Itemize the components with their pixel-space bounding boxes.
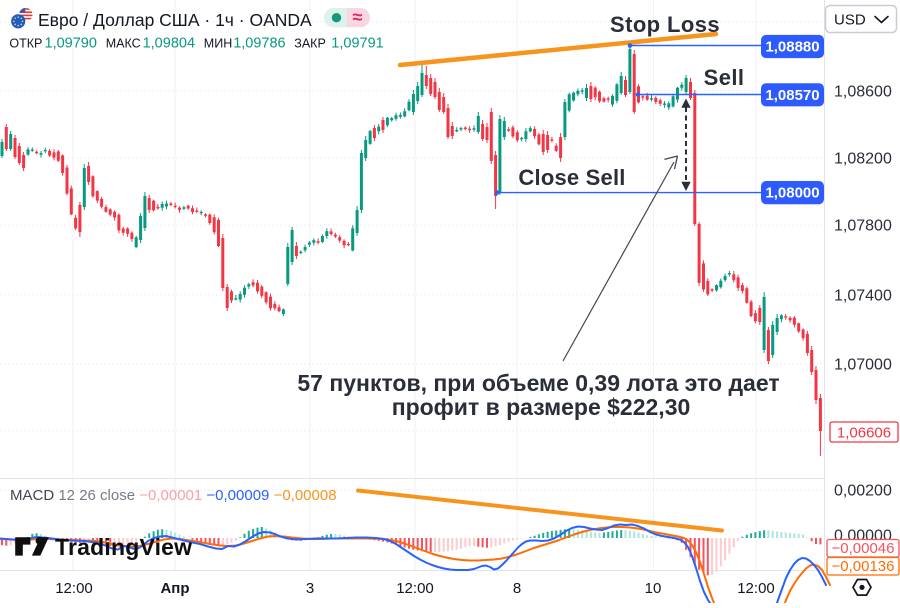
svg-text:ЗАКР: ЗАКР: [294, 37, 326, 51]
svg-text:Евро / Доллар США · 1ч · OANDA: Евро / Доллар США · 1ч · OANDA: [38, 10, 312, 30]
svg-text:USD: USD: [834, 12, 866, 29]
svg-text:−0,00136: −0,00136: [832, 558, 895, 575]
svg-text:МАКС: МАКС: [106, 37, 141, 51]
svg-text:MACD 12 26 close −0,00001 −0,: MACD 12 26 close −0,00001 −0,00009 −0,00…: [10, 487, 337, 504]
svg-text:TradingView: TradingView: [55, 534, 192, 560]
svg-text:1,08570: 1,08570: [765, 87, 819, 104]
svg-text:−0,00046: −0,00046: [832, 540, 895, 557]
svg-text:МИН: МИН: [204, 37, 232, 51]
svg-text:ОТКР: ОТКР: [9, 37, 42, 51]
svg-text:1,09790: 1,09790: [45, 36, 97, 52]
svg-text:12:00: 12:00: [737, 580, 775, 597]
svg-text:профит в размере $222,30: профит в размере $222,30: [392, 394, 691, 420]
svg-text:12:00: 12:00: [55, 580, 93, 597]
svg-text:3: 3: [306, 580, 314, 597]
svg-text:Close Sell: Close Sell: [518, 165, 625, 190]
svg-text:Апр: Апр: [160, 580, 189, 597]
svg-text:1,08880: 1,08880: [765, 39, 819, 56]
svg-text:8: 8: [513, 580, 521, 597]
svg-text:1,09786: 1,09786: [233, 36, 285, 52]
svg-text:12:00: 12:00: [396, 580, 434, 597]
svg-text:1,08600: 1,08600: [834, 84, 892, 101]
svg-text:Sell: Sell: [704, 65, 745, 90]
svg-text:1,07000: 1,07000: [834, 357, 892, 374]
svg-text:1,08200: 1,08200: [834, 151, 892, 168]
svg-text:1,09804: 1,09804: [143, 36, 195, 52]
svg-text:0,00200: 0,00200: [834, 483, 892, 500]
svg-text:≈: ≈: [353, 7, 363, 27]
svg-text:1,06606: 1,06606: [837, 425, 891, 442]
svg-text:Stop Loss: Stop Loss: [610, 12, 720, 37]
svg-text:1,07400: 1,07400: [834, 288, 892, 305]
svg-text:1,08000: 1,08000: [765, 185, 819, 202]
svg-text:1,07800: 1,07800: [834, 218, 892, 235]
svg-text:1,09791: 1,09791: [331, 36, 383, 52]
svg-text:10: 10: [645, 580, 662, 597]
svg-text:57 пунктов, при объеме 0,39 ло: 57 пунктов, при объеме 0,39 лота это дае…: [297, 370, 779, 396]
